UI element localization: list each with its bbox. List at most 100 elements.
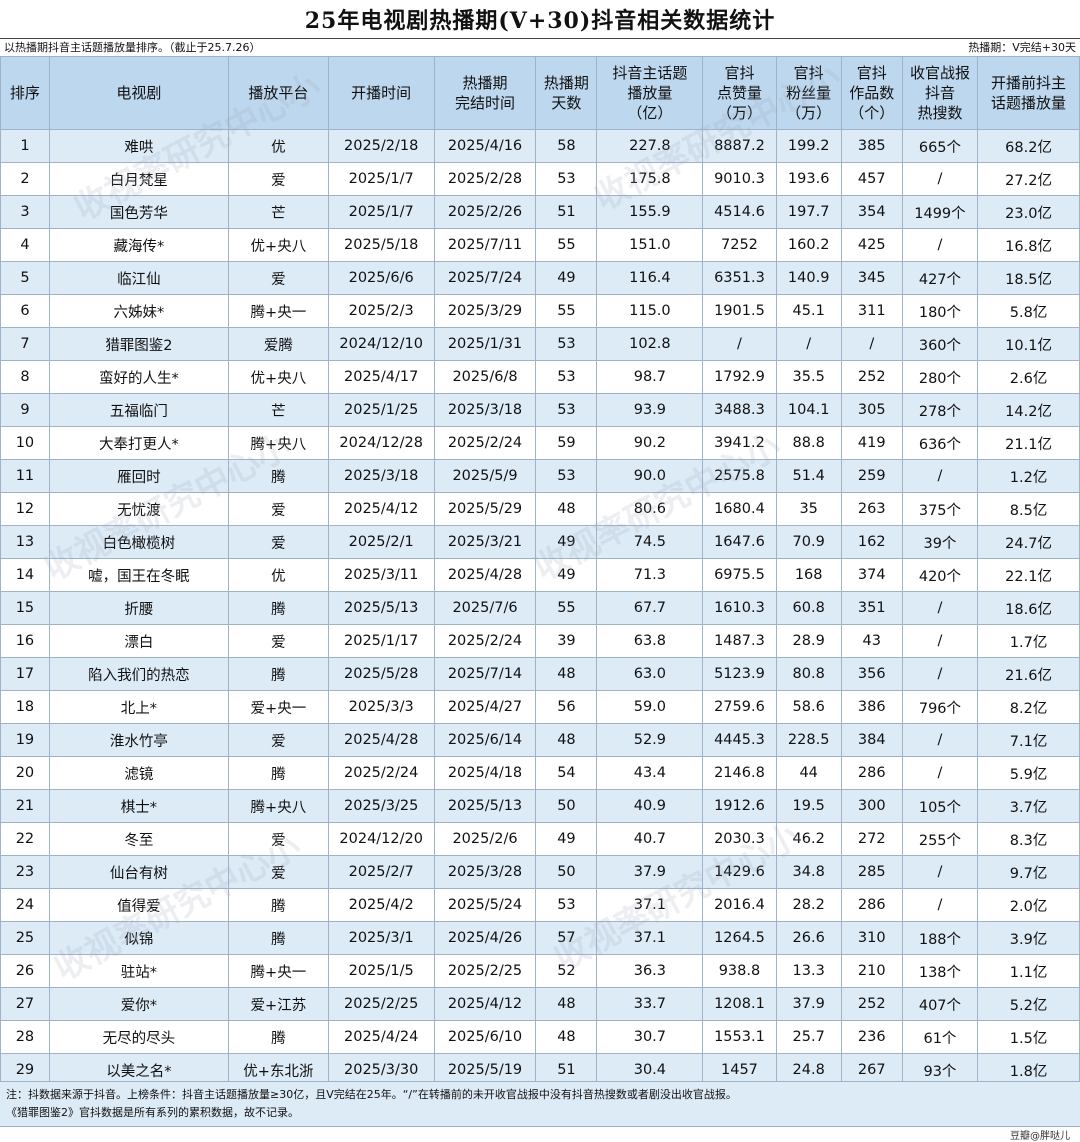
table-cell: 16.8亿 xyxy=(977,228,1080,262)
table-cell: 值得爱 xyxy=(48,888,230,922)
table-row: 21 棋士* 腾+央八 2025/3/25 2025/5/13 50 40.9 1912.6 1… xyxy=(0,789,1080,823)
table-cell: 2025/5/13 xyxy=(433,789,537,823)
table-cell: 310 xyxy=(840,921,903,955)
table-cell: 375个 xyxy=(901,492,979,526)
footer-note-2: 《猎罪图鉴2》官抖数据是所有系列的累积数据，故不记录。 xyxy=(6,1106,299,1119)
subtitle-right: 热播期：V完结+30天 xyxy=(968,41,1076,54)
table-cell: 90.2 xyxy=(596,426,704,460)
table-cell: 2025/3/1 xyxy=(327,921,435,955)
table-cell: 259 xyxy=(840,459,903,493)
table-cell: 1.7亿 xyxy=(977,624,1080,658)
table-cell: 8.3亿 xyxy=(977,822,1080,856)
table-cell: 雁回时 xyxy=(48,459,230,493)
table-row: 18 北上* 爱+央一 2025/3/3 2025/4/27 56 59.0 2759.6 58… xyxy=(0,690,1080,724)
table-cell: 28.2 xyxy=(775,888,842,922)
table-cell: 57 xyxy=(535,921,598,955)
table-cell: 2025/2/24 xyxy=(327,756,435,790)
table-cell: 五福临门 xyxy=(48,393,230,427)
table-cell: 1912.6 xyxy=(702,789,777,823)
table-cell: 140.9 xyxy=(775,261,842,295)
table-cell: 13 xyxy=(0,525,50,559)
table-row: 23 仙台有树爱 2025/2/7 2025/3/28 50 37.9 1429.6 34.8… xyxy=(0,855,1080,889)
table-cell: / xyxy=(901,624,979,658)
table-cell: 爱 xyxy=(228,492,329,526)
table-cell: 5.2亿 xyxy=(977,987,1080,1021)
table-cell: / xyxy=(901,459,979,493)
table-cell: 53 xyxy=(535,360,598,394)
table-cell: 腾+央一 xyxy=(228,294,329,328)
table-cell: 18.5亿 xyxy=(977,261,1080,295)
table-cell: 爱 xyxy=(228,624,329,658)
table-cell: 腾 xyxy=(228,1020,329,1054)
table-cell: 16 xyxy=(0,624,50,658)
table-cell: 7.1亿 xyxy=(977,723,1080,757)
table-cell: 2759.6 xyxy=(702,690,777,724)
table-header-row: 排序 电视剧 播放平台 开播时间 热播期 完结时间 热播期 天数 抖音主话题 播放量 （亿） 官抖 点赞… xyxy=(0,56,1080,130)
table-cell: 115.0 xyxy=(596,294,704,328)
table-cell: 2025/7/14 xyxy=(433,657,537,691)
table-cell: / xyxy=(901,591,979,625)
table-cell: 59.0 xyxy=(596,690,704,724)
table-cell: 70.9 xyxy=(775,525,842,559)
table-cell: 10 xyxy=(0,426,50,460)
table-cell: 2025/1/7 xyxy=(327,162,435,196)
column-header: 排序 xyxy=(0,56,50,130)
table-row: 28 无尽的尽头腾 2025/4/24 2025/6/10 48 30.7 1553.1 25… xyxy=(0,1020,1080,1054)
table-cell: 爱+央一 xyxy=(228,690,329,724)
table-cell: 168 xyxy=(775,558,842,592)
table-cell: 2.6亿 xyxy=(977,360,1080,394)
table-cell: 636个 xyxy=(901,426,979,460)
table-cell: 爱你* xyxy=(48,987,230,1021)
table-cell: 无尽的尽头 xyxy=(48,1020,230,1054)
table-cell: 63.8 xyxy=(596,624,704,658)
table-cell: 优 xyxy=(228,129,329,163)
table-cell: 665个 xyxy=(901,129,979,163)
table-cell: 1208.1 xyxy=(702,987,777,1021)
table-cell: 49 xyxy=(535,558,598,592)
table-cell: 180个 xyxy=(901,294,979,328)
table-cell: 93.9 xyxy=(596,393,704,427)
table-cell: 55 xyxy=(535,228,598,262)
table-cell: 腾+央八 xyxy=(228,426,329,460)
table-row: 8 蛮好的人生* 优+央八 2025/4/17 2025/6/8 53 98.7 1792.9… xyxy=(0,360,1080,394)
table-cell: 37.1 xyxy=(596,921,704,955)
table-cell: 1 xyxy=(0,129,50,163)
subtitle-left: 以热播期抖音主话题播放量排序。（截止于25.7.26） xyxy=(4,41,261,54)
table-cell: 21.1亿 xyxy=(977,426,1080,460)
column-header: 播放平台 xyxy=(228,56,329,130)
table-cell: 116.4 xyxy=(596,261,704,295)
data-table: 排序 电视剧 播放平台 开播时间 热播期 完结时间 热播期 天数 抖音主话题 播放量 （亿） 官抖 点赞… xyxy=(0,56,1080,1087)
table-cell: 61个 xyxy=(901,1020,979,1054)
table-cell: 425 xyxy=(840,228,903,262)
table-cell: 8.2亿 xyxy=(977,690,1080,724)
table-cell: 354 xyxy=(840,195,903,229)
table-cell: 33.7 xyxy=(596,987,704,1021)
table-row: 6 六姊妹* 腾+央一 2025/2/3 2025/3/29 55 115.0 1901.5 4… xyxy=(0,294,1080,328)
table-cell: 407个 xyxy=(901,987,979,1021)
table-cell: 25.7 xyxy=(775,1020,842,1054)
table-cell: 71.3 xyxy=(596,558,704,592)
table-cell: 8887.2 xyxy=(702,129,777,163)
table-cell: 44 xyxy=(775,756,842,790)
table-cell: 大奉打更人* xyxy=(48,426,230,460)
table-cell: 2025/2/24 xyxy=(433,426,537,460)
table-cell: 白月梵星 xyxy=(48,162,230,196)
table-row: 20 滤镜腾 2025/2/24 2025/4/18 54 43.4 2146.8 44 286… xyxy=(0,756,1080,790)
table-cell: 98.7 xyxy=(596,360,704,394)
table-cell: 2024/12/28 xyxy=(327,426,435,460)
table-row: 2 白月梵星爱 2025/1/7 2025/2/28 53 175.8 9010.3 193.… xyxy=(0,162,1080,196)
table-cell: 5 xyxy=(0,261,50,295)
table-cell: 9010.3 xyxy=(702,162,777,196)
table-cell: 猎罪图鉴2 xyxy=(48,327,230,361)
table-cell: 2025/3/28 xyxy=(433,855,537,889)
table-row: 27 爱你* 爱+江苏 2025/2/25 2025/4/12 48 33.7 1208.1 3… xyxy=(0,987,1080,1021)
table-cell: 5123.9 xyxy=(702,657,777,691)
column-header: 热播期 天数 xyxy=(535,56,598,130)
table-cell: 2025/5/18 xyxy=(327,228,435,262)
table-cell: 151.0 xyxy=(596,228,704,262)
table-cell: 52 xyxy=(535,954,598,988)
table-cell: 腾 xyxy=(228,657,329,691)
table-cell: 2025/3/21 xyxy=(433,525,537,559)
table-cell: 1.5亿 xyxy=(977,1020,1080,1054)
